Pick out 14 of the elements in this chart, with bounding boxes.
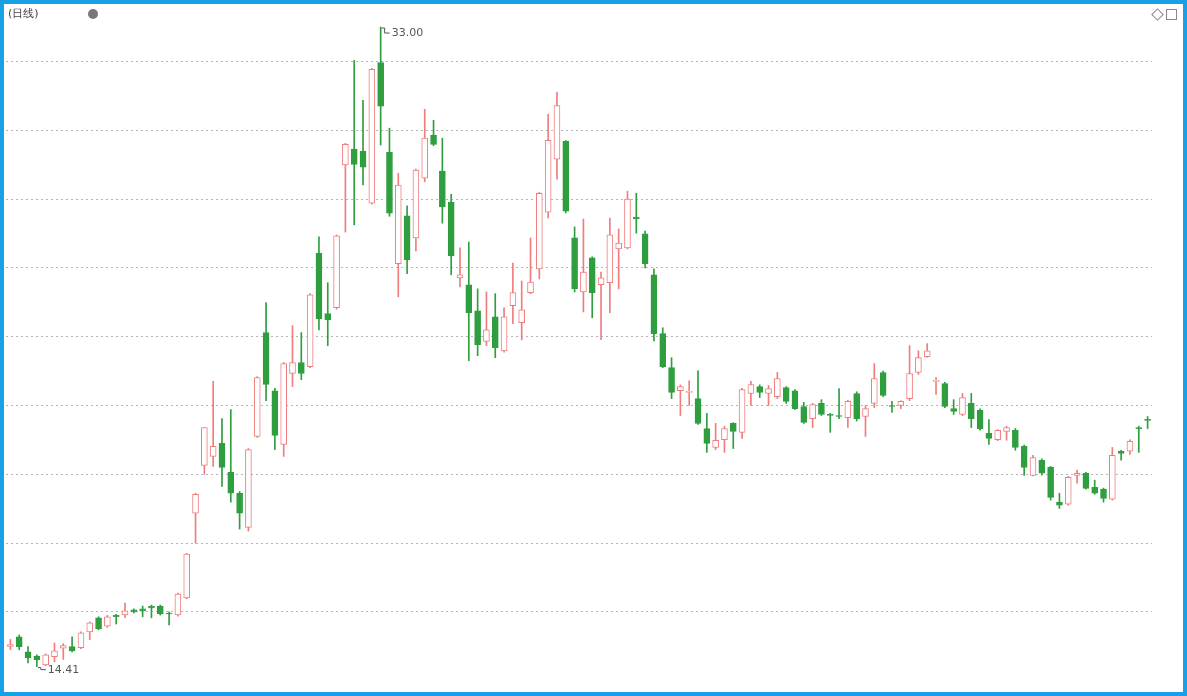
candlestick — [165, 611, 173, 626]
candlestick — [350, 60, 358, 226]
candlestick — [324, 282, 332, 346]
candlestick — [297, 332, 305, 381]
candlestick — [209, 381, 217, 467]
candlestick — [1073, 469, 1081, 484]
candlestick — [59, 643, 67, 660]
chart-title: (日线) — [8, 6, 39, 21]
candlestick — [456, 247, 464, 288]
annotation: 14.41 — [47, 662, 80, 676]
candlestick — [227, 409, 235, 503]
candlestick — [465, 241, 473, 362]
annotation: 33.00 — [391, 25, 424, 39]
candlestick — [518, 280, 526, 341]
